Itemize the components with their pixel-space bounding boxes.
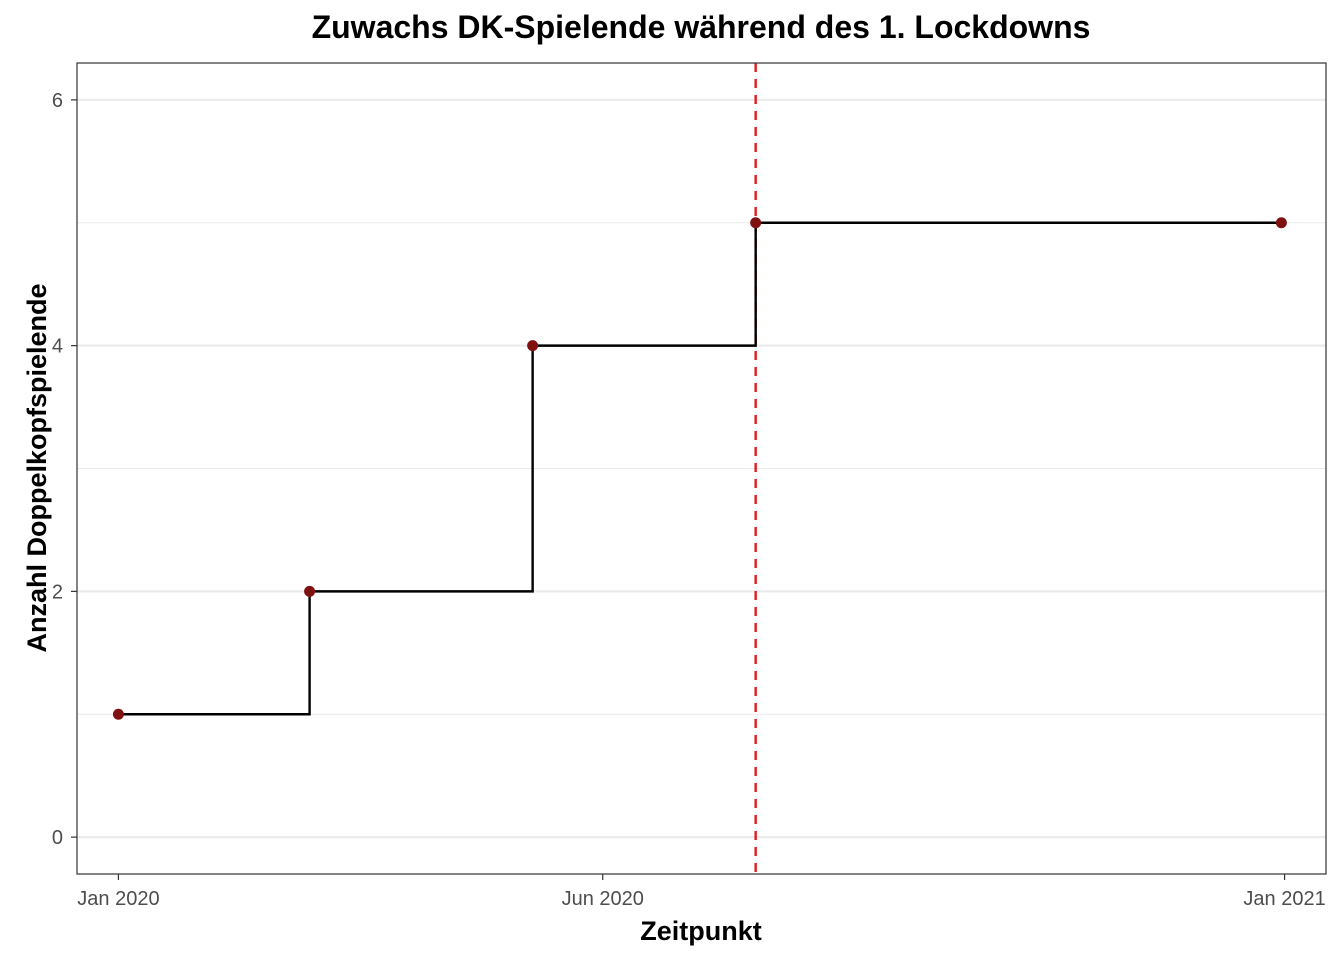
x-tick-label: Jan 2021 — [1243, 888, 1325, 910]
series-group — [118, 221, 1282, 716]
points-group — [112, 217, 1287, 720]
data-point — [1275, 217, 1287, 229]
x-tick-label: Jan 2020 — [77, 888, 159, 910]
y-tick-label: 0 — [52, 827, 63, 849]
x-axis-label: Zeitpunkt — [640, 916, 762, 946]
x-tick-label: Jun 2020 — [562, 888, 644, 910]
data-point — [527, 340, 539, 352]
y-tick-label: 6 — [52, 90, 63, 112]
chart-title: Zuwachs DK-Spielende während des 1. Lock… — [312, 9, 1091, 45]
x-axis: Jan 2020 Jun 2020 Jan 2021 — [77, 874, 1326, 910]
series-step-line — [118, 221, 1282, 716]
y-axis-label: Anzahl Doppelkopfspielende — [22, 283, 52, 652]
data-point — [750, 217, 762, 229]
y-tick-label: 4 — [52, 336, 63, 358]
grid-lines — [77, 98, 1326, 839]
panel-border — [76, 62, 1327, 875]
data-point — [304, 585, 316, 597]
y-axis: 0 2 4 6 — [52, 90, 77, 849]
data-point — [112, 708, 124, 720]
y-tick-label: 2 — [52, 581, 63, 603]
